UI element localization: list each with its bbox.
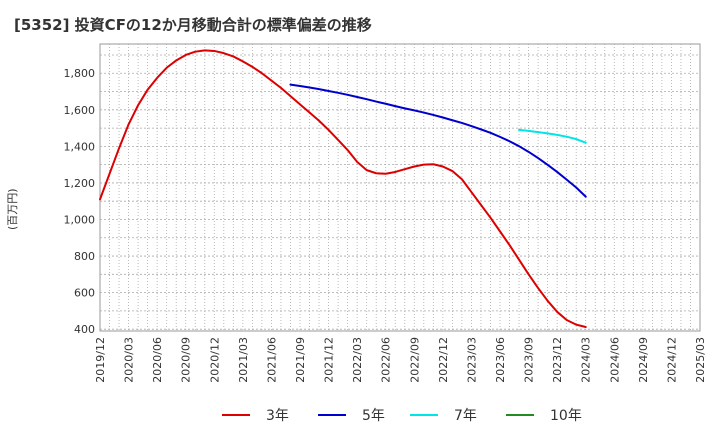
y-tick-label: 1,800 bbox=[64, 67, 96, 80]
y-tick-label: 1,400 bbox=[64, 140, 96, 153]
y-tick-label: 1,600 bbox=[64, 104, 96, 117]
grid bbox=[99, 43, 701, 332]
y-tick-label: 1,000 bbox=[64, 213, 96, 226]
x-tick-label: 2022/03 bbox=[351, 337, 364, 383]
y-tick-label: 800 bbox=[74, 250, 95, 263]
x-tick-label: 2019/12 bbox=[94, 337, 107, 383]
x-tick-label: 2022/09 bbox=[408, 337, 421, 383]
x-tick-label: 2021/12 bbox=[323, 337, 336, 383]
x-tick-label: 2025/03 bbox=[694, 337, 707, 383]
plot-area-border bbox=[99, 43, 701, 332]
x-tick-label: 2020/12 bbox=[208, 337, 221, 383]
x-tick-label: 2020/03 bbox=[123, 337, 136, 383]
chart-title: [5352] 投資CFの12か月移動合計の標準偏差の推移 bbox=[14, 16, 372, 34]
legend: 3年 5年 7年 10年 bbox=[222, 408, 582, 424]
y-tick-label: 600 bbox=[74, 287, 95, 300]
legend-label-3: 7年 bbox=[454, 408, 477, 424]
x-tick-label: 2022/12 bbox=[437, 337, 450, 383]
legend-label-2: 5年 bbox=[362, 408, 385, 424]
x-tick-label: 2023/09 bbox=[523, 337, 536, 383]
x-tick-label: 2022/06 bbox=[380, 337, 393, 383]
axes: 400 600 800 1,000 1,200 1,400 1,600 1,800 2019/1… bbox=[64, 67, 708, 382]
x-tick-label: 2024/09 bbox=[637, 337, 650, 383]
x-tick-label: 2023/03 bbox=[465, 337, 478, 383]
x-tick-label: 2020/09 bbox=[180, 337, 193, 383]
x-tick-label: 2021/06 bbox=[265, 337, 278, 383]
x-tick-label: 2024/06 bbox=[608, 337, 621, 383]
x-tick-label: 2021/03 bbox=[237, 337, 250, 383]
x-tick-label: 2021/09 bbox=[294, 337, 307, 383]
y-tick-label: 1,200 bbox=[64, 177, 96, 190]
x-tick-label: 2020/06 bbox=[151, 337, 164, 383]
x-tick-label: 2024/12 bbox=[665, 337, 678, 383]
legend-label-4: 10年 bbox=[550, 408, 582, 424]
x-tick-label: 2024/03 bbox=[580, 337, 593, 383]
x-tick-label: 2023/06 bbox=[494, 337, 507, 383]
x-tick-label: 2023/12 bbox=[551, 337, 564, 383]
series-line-3 bbox=[518, 128, 587, 144]
series-lines bbox=[99, 49, 587, 328]
y-tick-label: 400 bbox=[74, 323, 95, 336]
series-line-2 bbox=[289, 83, 587, 198]
legend-label-1: 3年 bbox=[266, 408, 289, 424]
series-line-1 bbox=[99, 49, 587, 328]
